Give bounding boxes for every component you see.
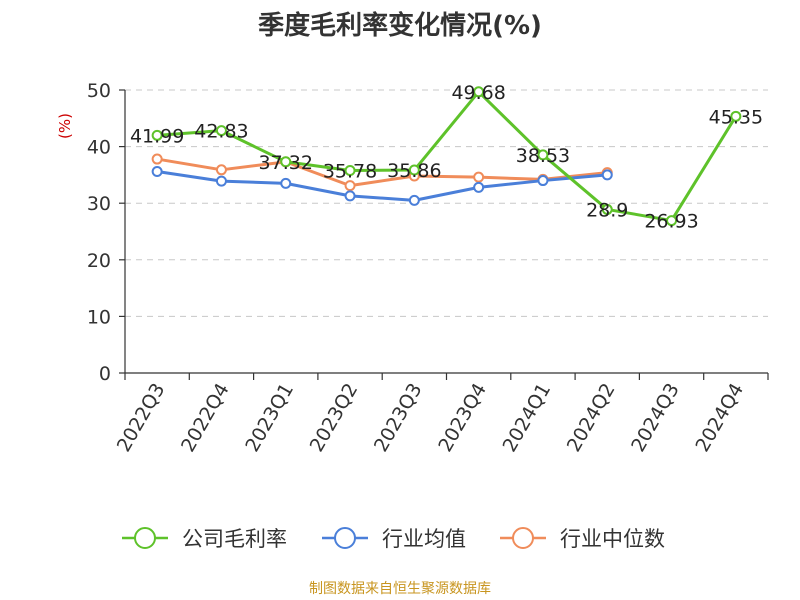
data-label: 35.78: [323, 160, 377, 182]
data-point: [280, 177, 292, 189]
data-point: [215, 164, 227, 176]
data-point: [730, 110, 742, 122]
y-tick-label: 50: [87, 80, 111, 102]
series-line: [157, 90, 738, 223]
series-line: [156, 157, 608, 188]
source-note: 制图数据来自恒生聚源数据库: [309, 581, 491, 597]
data-point: [601, 203, 613, 215]
y-tick-label: 0: [99, 363, 111, 385]
data-labels: 41.99 42.83 37.32 35.78 35.86 49.68 38.53 28.9 2…: [130, 82, 763, 233]
data-point: [601, 169, 613, 181]
legend-label: 行业均值: [382, 527, 466, 551]
legend-label: 公司毛利率: [182, 527, 287, 551]
data-point: [151, 129, 163, 141]
data-label: 49.68: [451, 82, 505, 104]
data-label: 35.86: [387, 160, 441, 182]
x-tick-label: 2024Q1: [499, 380, 556, 456]
data-point: [473, 181, 485, 193]
x-tick-label: 2024Q4: [691, 380, 748, 456]
data-point: [666, 215, 678, 227]
data-label: 42.83: [194, 121, 248, 143]
data-point: [537, 175, 549, 187]
y-tick-label: 10: [87, 306, 111, 328]
data-label: 37.32: [259, 152, 313, 174]
series-lines: [151, 86, 742, 227]
data-point: [215, 175, 227, 187]
x-tick-label: 2022Q4: [177, 380, 234, 456]
data-point: [473, 86, 485, 98]
legend-swatch-marker: [134, 527, 156, 549]
data-label: 41.99: [130, 125, 184, 147]
x-tick-label: 2024Q3: [627, 380, 684, 456]
legend: 公司毛利率 行业均值 行业中位数: [122, 527, 665, 551]
x-tick-label: 2023Q4: [434, 380, 491, 456]
data-label: 26.93: [644, 211, 698, 233]
x-tick-label: 2024Q2: [563, 380, 620, 456]
data-point: [280, 156, 292, 168]
y-tick-label: 20: [87, 250, 111, 272]
chart-title: 季度毛利率变化情况(%): [258, 10, 542, 41]
data-point: [408, 164, 420, 176]
data-point: [151, 153, 163, 165]
gridlines: [125, 89, 768, 317]
data-point: [344, 190, 356, 202]
y-tick-label: 40: [87, 137, 111, 159]
legend-swatch-marker: [512, 527, 534, 549]
legend-swatch-marker: [334, 527, 356, 549]
x-tick-label: 2023Q3: [370, 380, 427, 456]
x-tick-label: 2022Q3: [113, 380, 170, 456]
data-label: 38.53: [516, 145, 570, 167]
data-point: [151, 166, 163, 178]
data-point: [537, 149, 549, 161]
y-tick-label: 30: [87, 193, 111, 215]
data-point: [473, 171, 485, 183]
data-label: 45.35: [709, 106, 763, 128]
data-point: [215, 125, 227, 137]
data-label: 28.9: [586, 199, 628, 221]
y-axis-unit-label: (%): [56, 113, 74, 139]
x-tick-label: 2023Q1: [241, 380, 298, 456]
legend-label: 行业中位数: [560, 527, 665, 551]
data-point: [344, 180, 356, 192]
data-point: [344, 164, 356, 176]
series-line: [156, 170, 608, 202]
data-point: [408, 194, 420, 206]
x-tick-label: 2023Q2: [306, 380, 363, 456]
